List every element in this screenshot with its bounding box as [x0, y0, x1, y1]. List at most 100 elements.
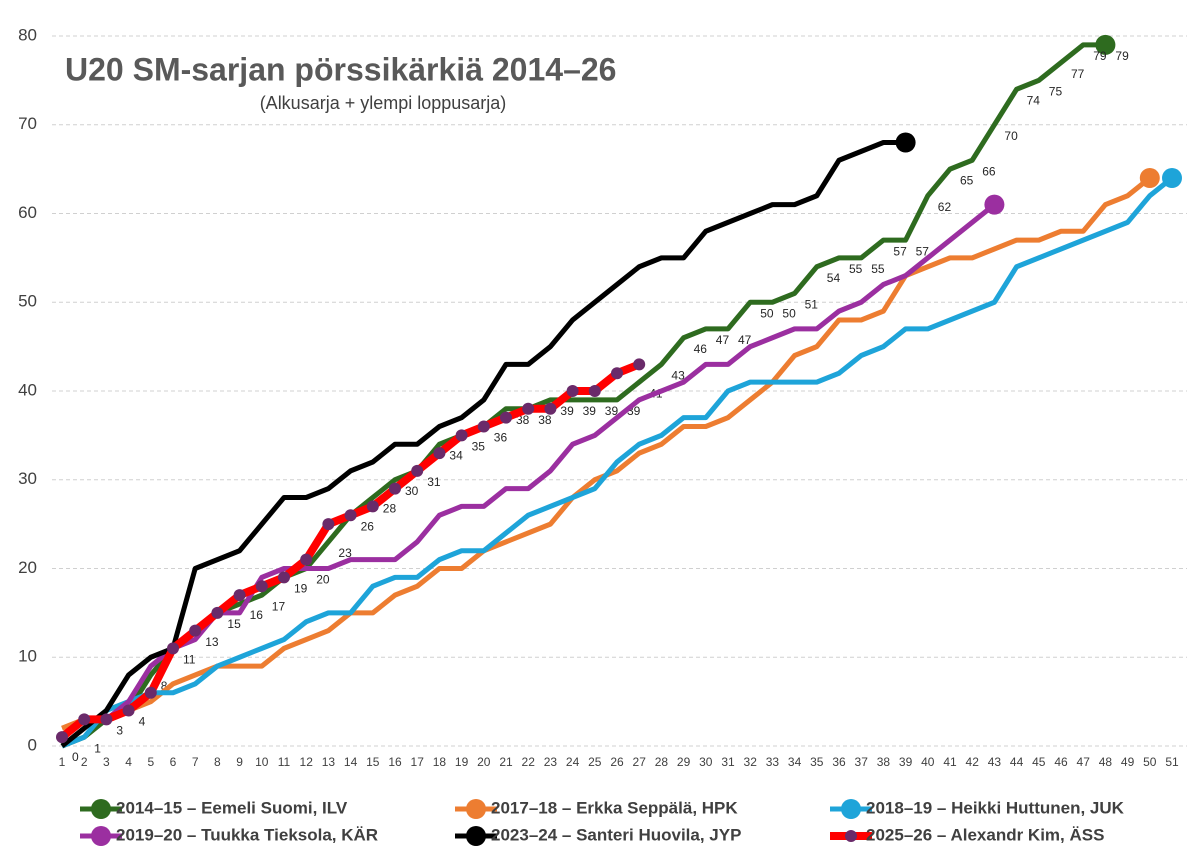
x-tick-label: 23 — [544, 755, 558, 769]
y-tick-label: 50 — [18, 292, 37, 311]
x-tick-label: 5 — [147, 755, 154, 769]
data-label: 39 — [605, 404, 619, 418]
data-label: 23 — [338, 546, 352, 560]
x-tick-label: 3 — [103, 755, 110, 769]
x-tick-label: 22 — [522, 755, 536, 769]
end-marker — [1095, 34, 1116, 55]
legend-label: 2023–24 – Santeri Huovila, JYP — [491, 825, 741, 844]
x-tick-label: 19 — [455, 755, 469, 769]
x-tick-label: 18 — [433, 755, 447, 769]
point-marker — [78, 713, 91, 726]
y-tick-label: 0 — [28, 735, 37, 754]
data-label: 30 — [405, 484, 419, 498]
x-tick-label: 8 — [214, 755, 221, 769]
data-label: 39 — [583, 404, 597, 418]
legend-label: 2017–18 – Erkka Seppälä, HPK — [491, 798, 738, 817]
data-label: 17 — [272, 599, 286, 613]
series-line — [61, 42, 1106, 749]
x-tick-label: 46 — [1054, 755, 1068, 769]
data-label: 8 — [161, 679, 168, 693]
x-tick-label: 10 — [255, 755, 269, 769]
point-marker — [411, 464, 424, 477]
series-line — [61, 176, 1174, 749]
x-tick-label: 34 — [788, 755, 802, 769]
data-label: 65 — [960, 173, 974, 187]
data-label: 19 — [294, 582, 308, 596]
data-label: 79 — [1093, 49, 1107, 63]
data-label: 31 — [427, 475, 441, 489]
data-label: 55 — [871, 262, 885, 276]
point-marker — [56, 731, 68, 744]
legend-item: 2017–18 – Erkka Seppälä, HPK — [455, 798, 738, 819]
data-label: 0 — [72, 750, 79, 764]
x-tick-label: 49 — [1121, 755, 1135, 769]
x-tick-label: 32 — [744, 755, 758, 769]
legend-item: 2019–20 – Tuukka Tieksola, KÄR — [80, 825, 378, 846]
point-marker — [100, 713, 113, 726]
data-label: 50 — [760, 306, 774, 320]
x-tick-label: 26 — [610, 755, 624, 769]
x-tick-label: 40 — [921, 755, 935, 769]
y-tick-label: 60 — [18, 203, 37, 222]
data-label: 74 — [1027, 93, 1041, 107]
legend-label: 2014–15 – Eemeli Suomi, ILV — [116, 798, 348, 817]
legend-label: 2025–26 – Alexandr Kim, ÄSS — [866, 825, 1104, 844]
data-label: 77 — [1071, 67, 1085, 81]
legend-marker — [841, 799, 861, 819]
x-tick-label: 35 — [810, 755, 824, 769]
data-label: 47 — [716, 333, 730, 347]
x-tick-label: 45 — [1032, 755, 1046, 769]
end-marker — [895, 132, 916, 153]
x-tick-label: 28 — [655, 755, 669, 769]
point-marker — [566, 385, 579, 397]
data-label: 38 — [538, 413, 552, 427]
data-label: 51 — [805, 298, 819, 312]
x-tick-label: 29 — [677, 755, 691, 769]
data-label: 20 — [316, 573, 330, 587]
point-marker — [255, 580, 268, 593]
x-tick-label: 4 — [125, 755, 132, 769]
x-tick-label: 15 — [366, 755, 380, 769]
x-tick-label: 12 — [300, 755, 314, 769]
point-marker — [366, 500, 379, 513]
point-marker — [211, 606, 224, 619]
x-tick-label: 17 — [411, 755, 425, 769]
data-label: 26 — [361, 519, 375, 533]
data-label: 55 — [849, 262, 863, 276]
legend-label: 2019–20 – Tuukka Tieksola, KÄR — [116, 825, 378, 844]
end-marker — [1162, 168, 1182, 188]
data-label: 34 — [449, 448, 463, 462]
data-label: 11 — [183, 653, 196, 667]
point-marker — [588, 385, 601, 397]
data-label: 70 — [1004, 129, 1018, 143]
end-marker — [1139, 168, 1160, 188]
y-tick-label: 20 — [18, 558, 37, 577]
legend-marker — [91, 799, 111, 819]
data-label: 39 — [560, 404, 574, 418]
legend-label: 2018–19 – Heikki Huttunen, JUK — [866, 798, 1125, 817]
legend-item: 2023–24 – Santeri Huovila, JYP — [455, 825, 741, 846]
data-label: 4 — [139, 715, 146, 729]
data-label: 62 — [938, 200, 952, 214]
point-marker — [633, 358, 646, 371]
legend: 2014–15 – Eemeli Suomi, ILV 2017–18 – Erk… — [80, 798, 1125, 846]
data-label: 79 — [1115, 49, 1129, 63]
chart-title: U20 SM-sarjan pörssikärkiä 2014–26 — [65, 51, 616, 87]
x-tick-label: 20 — [477, 755, 491, 769]
data-label: 66 — [982, 164, 996, 178]
chart-subtitle: (Alkusarja + ylempi loppusarja) — [260, 93, 507, 113]
point-marker — [144, 686, 157, 699]
x-tick-label: 25 — [588, 755, 602, 769]
data-label: 46 — [694, 342, 708, 356]
x-tick-label: 43 — [988, 755, 1002, 769]
point-marker — [544, 402, 557, 415]
x-tick-label: 2 — [81, 755, 88, 769]
x-tick-label: 14 — [344, 755, 358, 769]
data-label: 13 — [205, 635, 219, 649]
data-label: 57 — [916, 244, 930, 258]
x-tick-label: 16 — [388, 755, 402, 769]
point-marker — [455, 429, 468, 442]
point-marker — [500, 411, 512, 424]
